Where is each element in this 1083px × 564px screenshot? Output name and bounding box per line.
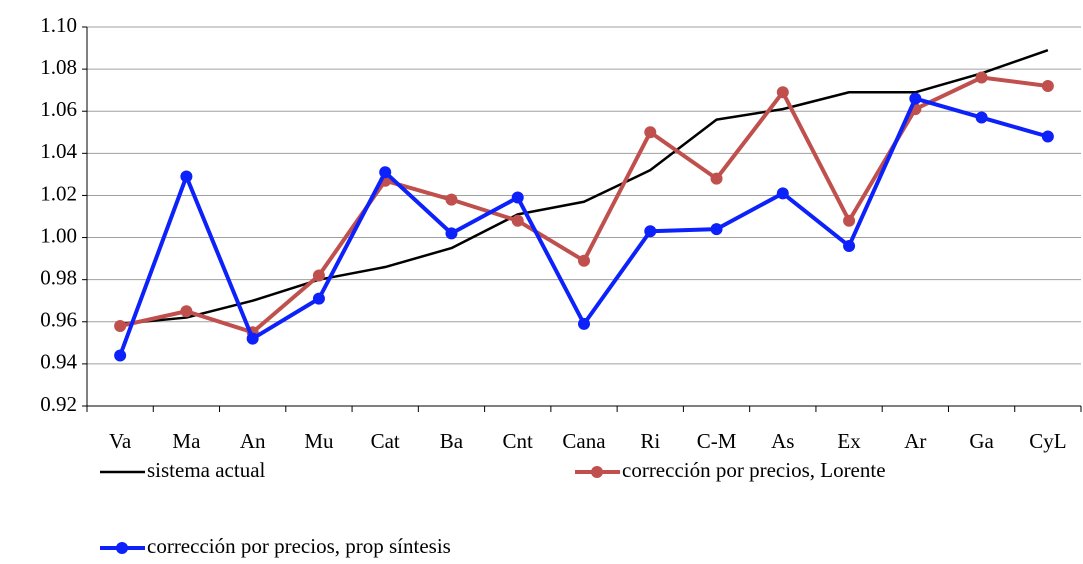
marker: [776, 187, 789, 200]
marker: [379, 166, 392, 179]
marker: [114, 349, 127, 362]
marker: [578, 254, 590, 267]
marker: [246, 332, 259, 345]
marker: [1041, 130, 1054, 143]
marker: [776, 86, 789, 99]
line: [118, 96, 1049, 357]
x-tick-label: C-M: [697, 429, 737, 453]
y-tick-label: 1.02: [40, 181, 77, 205]
y-tick-label: 1.06: [40, 97, 77, 121]
y-tick-label: 0.92: [40, 392, 77, 416]
marker: [312, 269, 325, 282]
y-tick-label: 1.04: [40, 139, 77, 163]
marker: [180, 170, 193, 183]
legend-label: sistema actual: [147, 458, 266, 482]
x-tick-label: Cat: [371, 429, 400, 453]
marker: [843, 239, 856, 252]
marker: [975, 111, 988, 124]
marker: [445, 227, 458, 240]
legend-marker: [116, 542, 128, 554]
marker: [511, 191, 524, 204]
x-tick-label: Ri: [640, 429, 660, 453]
marker: [1041, 79, 1054, 92]
x-tick-label: Ma: [172, 429, 201, 453]
y-tick-label: 1.08: [40, 55, 77, 79]
marker: [710, 223, 723, 236]
legend-label: corrección por precios, Lorente: [622, 458, 886, 482]
line: [120, 48, 1049, 326]
y-tick-label: 1.10: [40, 13, 77, 37]
marker: [445, 193, 458, 206]
marker: [710, 172, 723, 185]
x-tick-label: Ex: [837, 429, 861, 453]
x-tick-label: Va: [109, 429, 132, 453]
marker: [312, 292, 325, 305]
x-tick-label: Cnt: [503, 429, 534, 453]
x-tick-label: Ga: [969, 429, 994, 453]
marker: [843, 214, 856, 227]
marker: [511, 214, 524, 227]
legend-marker: [591, 466, 603, 478]
marker: [114, 319, 127, 332]
marker: [909, 92, 922, 105]
x-tick-label: CyL: [1029, 429, 1066, 453]
x-tick-label: An: [240, 429, 266, 453]
marker: [180, 305, 193, 318]
marker: [578, 317, 590, 330]
marker: [644, 225, 657, 238]
legend-label: corrección por precios, prop síntesis: [147, 534, 451, 558]
y-tick-label: 1.00: [40, 223, 77, 247]
marker: [975, 71, 988, 84]
x-tick-label: Ba: [440, 429, 464, 453]
x-tick-label: Cana: [562, 429, 606, 453]
x-tick-label: As: [771, 429, 794, 453]
y-tick-label: 0.98: [40, 265, 77, 289]
y-tick-label: 0.96: [40, 308, 77, 332]
x-tick-label: Mu: [304, 429, 334, 453]
x-tick-label: Ar: [904, 429, 926, 453]
marker: [644, 126, 657, 139]
y-tick-label: 0.94: [40, 350, 77, 374]
